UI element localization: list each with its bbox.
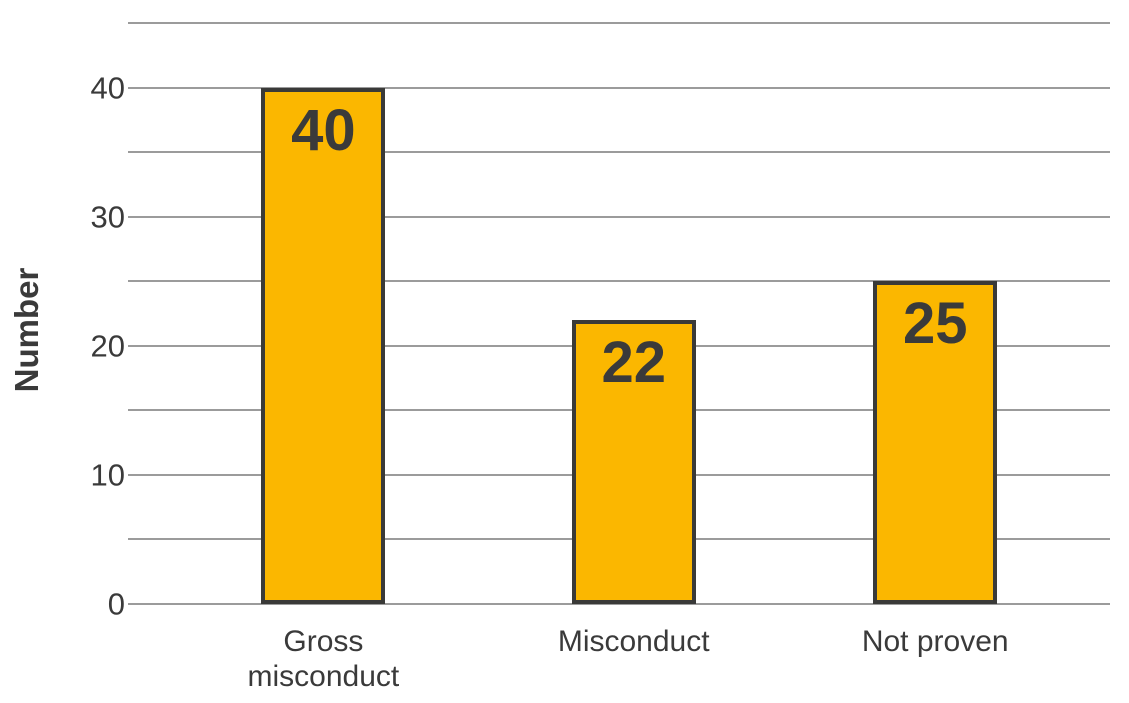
gridline: [128, 280, 1110, 283]
y-tick-label: 20: [90, 328, 125, 364]
y-tick-label: 0: [107, 586, 125, 622]
y-tick-label: 10: [90, 457, 125, 493]
gridline: [128, 22, 1110, 24]
y-axis-ticks: 0 10 20 30 40: [0, 23, 125, 619]
plot-area: 40 22 25: [128, 22, 1110, 605]
y-tick-label: 30: [90, 199, 125, 235]
gridline: [128, 86, 1110, 89]
bar-misconduct: 22: [571, 319, 696, 604]
gridline: [128, 215, 1110, 218]
bar-gross-misconduct: 40: [261, 87, 386, 604]
x-axis-labels: Gross misconduct Misconduct Not proven: [128, 624, 1110, 703]
bar-value-label: 25: [902, 291, 968, 357]
gridline: [128, 603, 1110, 605]
bar-not-proven: 25: [873, 281, 998, 604]
x-category-label: Misconduct: [557, 625, 710, 658]
x-category-label: Gross misconduct: [247, 625, 400, 694]
y-tick-label: 40: [90, 70, 125, 106]
x-category-label: Not proven: [861, 625, 1009, 658]
gridline: [128, 151, 1110, 154]
bar-value-label: 22: [601, 329, 666, 395]
bar-value-label: 40: [291, 97, 356, 163]
